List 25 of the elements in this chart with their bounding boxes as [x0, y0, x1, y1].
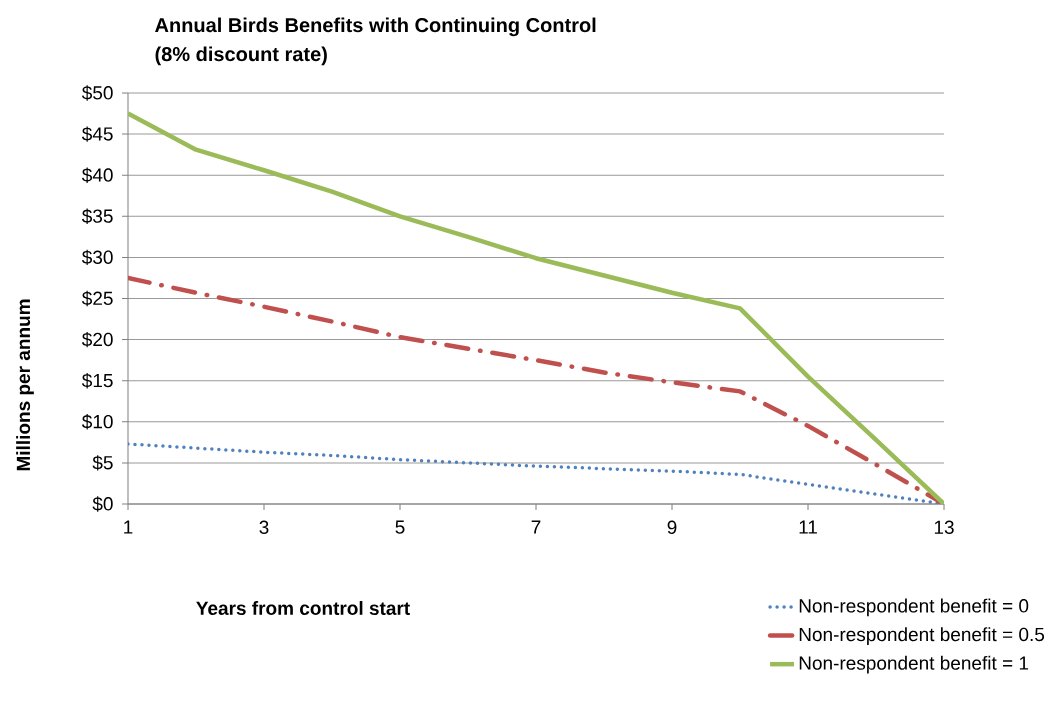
x-tick-label: 5 — [395, 520, 405, 534]
y-tick-label: $35 — [81, 208, 113, 224]
chart-title: Annual Birds Benefits with Continuing Control — [155, 17, 596, 37]
y-tick-label: $5 — [92, 455, 113, 471]
y-tick-label: $25 — [81, 290, 113, 307]
legend-label: Non-respondent benefit = 0.5 — [799, 627, 1045, 645]
y-tick-label: $10 — [81, 414, 113, 430]
x-tick-label: 1 — [124, 520, 133, 534]
chart-subtitle: (8% discount rate) — [155, 46, 327, 66]
legend-label: Non-respondent benefit = 1 — [799, 655, 1029, 674]
y-tick-label: $20 — [81, 331, 113, 348]
x-tick-label: 11 — [799, 520, 817, 534]
x-tick-label: 7 — [531, 520, 541, 534]
y-tick-label: $15 — [81, 373, 113, 389]
legend-label: Non-respondent benefit = 0 — [799, 598, 1029, 617]
y-axis-title: Millions per annum — [16, 299, 34, 471]
x-tick-label: 3 — [259, 520, 269, 534]
y-tick-label: $50 — [81, 85, 113, 101]
x-tick-label: 9 — [667, 520, 677, 534]
y-tick-label: $40 — [81, 167, 113, 183]
y-tick-label: $30 — [81, 249, 113, 266]
x-tick-label: 13 — [934, 520, 954, 534]
y-tick-label: $45 — [81, 126, 113, 142]
y-tick-label: $0 — [92, 496, 113, 512]
x-axis-title: Years from control start — [196, 601, 410, 615]
